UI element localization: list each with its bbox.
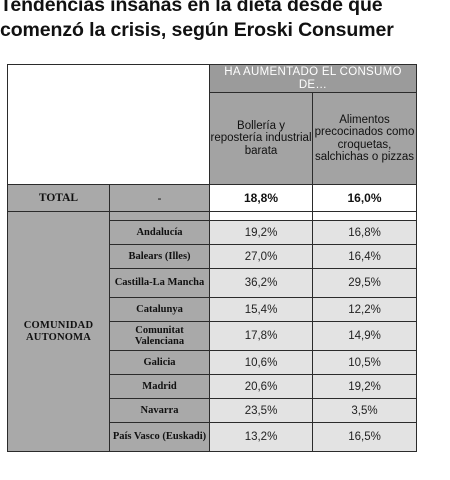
blank-corner-cell [7,64,210,185]
value-precocinados: 3,5% [311,398,418,423]
group-label: COMUNIDAD AUTONOMA [7,211,110,452]
region-label: Madrid [109,374,210,399]
value-bolleria: 13,2% [209,422,313,452]
value-bolleria: 23,5% [209,398,313,423]
region-label: País Vasco (Euskadi) [109,422,210,452]
spacer-cell [109,211,210,221]
value-precocinados: 12,2% [311,297,418,322]
region-label: Castilla-La Mancha [109,268,210,298]
header-row-columns: Bollería y repostería industrial barata … [8,92,418,185]
title-line-2: comenzó la crisis, según Eroski Consumer [0,19,394,41]
value-precocinados: 16,4% [311,244,418,269]
region-label: Balears (Illes) [109,244,210,269]
total-row: TOTAL - 18,8% 16,0% [7,184,418,212]
value-bolleria: 19,2% [209,220,313,245]
table-row: Galicia 10,6% 10,5% [8,350,418,375]
value-precocinados: 16,5% [311,422,418,452]
value-bolleria: 15,4% [209,297,313,322]
value-precocinados: 19,2% [311,374,418,399]
spacer-row: COMUNIDAD AUTONOMA [7,211,418,452]
table-row: Navarra 23,5% 3,5% [8,398,418,423]
value-precocinados: 14,9% [311,321,418,351]
total-value-precocinados: 16,0% [311,184,418,212]
value-precocinados: 16,8% [311,220,418,245]
consumption-table: HA AUMENTADO EL CONSUMO DE… Bollería y r… [7,64,418,452]
value-precocinados: 10,5% [311,350,418,375]
table-row: Castilla-La Mancha 36,2% 29,5% [8,268,418,298]
table-row: Balears (Illes) 27,0% 16,4% [8,244,418,269]
region-label: Comunitat Valenciana [109,321,210,351]
value-precocinados: 29,5% [311,268,418,298]
table-row: Madrid 20,6% 19,2% [8,374,418,399]
total-label: TOTAL [7,184,110,212]
region-label: Catalunya [109,297,210,322]
value-bolleria: 20,6% [209,374,313,399]
table-row: País Vasco (Euskadi) 13,2% 16,5% [8,422,418,452]
table-row: Catalunya 15,4% 12,2% [8,297,418,322]
value-bolleria: 27,0% [209,244,313,269]
region-label: Galicia [109,350,210,375]
value-bolleria: 17,8% [209,321,313,351]
group-header: HA AUMENTADO EL CONSUMO DE… [208,64,418,93]
region-label: Navarra [109,398,210,423]
column-header-precocinados: Alimentos precocinados como croquetas, s… [311,92,418,185]
total-value-bolleria: 18,8% [209,184,313,212]
spacer-cell [311,211,418,221]
value-bolleria: 10,6% [209,350,313,375]
value-bolleria: 36,2% [209,268,313,298]
header-row-group: HA AUMENTADO EL CONSUMO DE… [7,64,418,185]
region-label: Andalucía [109,220,210,245]
page-title: Tendencias insanas en la dieta desde que… [0,0,450,43]
title-line-1: Tendencias insanas en la dieta desde que [0,0,383,16]
spacer-cell [209,211,313,221]
column-header-bolleria: Bollería y repostería industrial barata [209,92,313,185]
total-dash: - [109,184,210,212]
